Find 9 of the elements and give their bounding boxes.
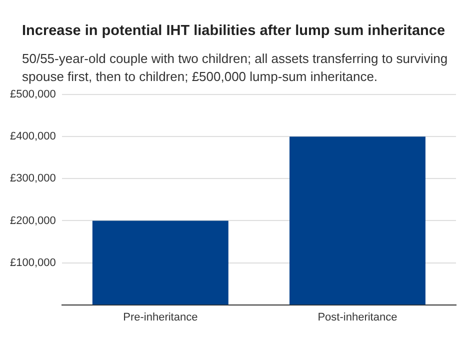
chart-subtitle: 50/55-year-old couple with two children; all assets transferring to surviving spouse first, then to children; £500,000 lump-sum inheritance. — [22, 50, 449, 86]
x-tick-label: Post-inheritance — [318, 311, 398, 324]
y-tick-label: £200,000 — [10, 214, 56, 227]
x-tick-label: Pre-inheritance — [123, 311, 198, 324]
y-tick-label: £300,000 — [10, 172, 56, 185]
y-tick-label: £100,000 — [10, 256, 56, 269]
y-tick-label: £400,000 — [10, 130, 56, 143]
chart-title: Increase in potential IHT liabilities after lump sum inheritance — [22, 23, 446, 39]
y-tick-label: £500,000 — [10, 88, 56, 101]
